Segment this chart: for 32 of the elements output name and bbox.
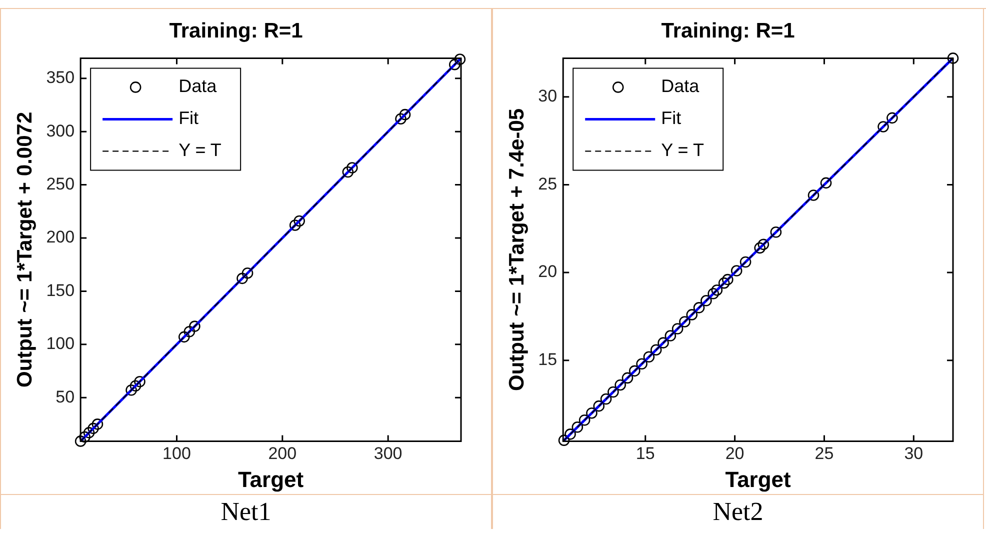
y-tick-label: 30 <box>538 86 558 106</box>
y-tick-label: 350 <box>46 68 75 88</box>
y-tick-label: 300 <box>46 121 75 140</box>
x-tick-label: 30 <box>904 444 924 464</box>
x-tick-label: 200 <box>268 444 297 464</box>
legend-label: Y = T <box>178 140 222 160</box>
y-axis-title: Output ~= 1*Target + 0.0072 <box>13 112 36 388</box>
y-tick-label: 250 <box>46 174 75 194</box>
x-tick-label: 25 <box>814 444 834 464</box>
legend-label: Fit <box>178 108 199 128</box>
y-tick-label: 150 <box>46 280 75 300</box>
y-tick-label: 200 <box>46 228 75 247</box>
chart-title: Training: R=1 <box>661 19 796 42</box>
y-tick-label: 100 <box>46 334 75 354</box>
x-axis-title: Target <box>725 466 792 492</box>
legend-label: Data <box>178 76 218 96</box>
y-tick-label: 15 <box>538 350 558 370</box>
x-tick-label: 15 <box>636 444 655 464</box>
legend-label: Fit <box>661 108 682 128</box>
x-tick-label: 100 <box>162 444 191 464</box>
chart-title: Training: R=1 <box>169 19 304 42</box>
x-tick-label: 300 <box>374 444 402 464</box>
y-tick-label: 50 <box>56 387 75 406</box>
x-axis-title: Target <box>238 466 304 492</box>
y-tick-label: 25 <box>538 174 558 194</box>
text: Net1 <box>1 494 491 529</box>
y-axis-title: Output ~= 1*Target + 7.4e-05 <box>505 108 528 392</box>
legend-label: Y = T <box>661 140 704 160</box>
x-tick-label: 20 <box>725 444 744 464</box>
y-tick-label: 20 <box>538 262 558 282</box>
legend-label: Data <box>661 76 700 96</box>
text: Net2 <box>493 494 983 529</box>
